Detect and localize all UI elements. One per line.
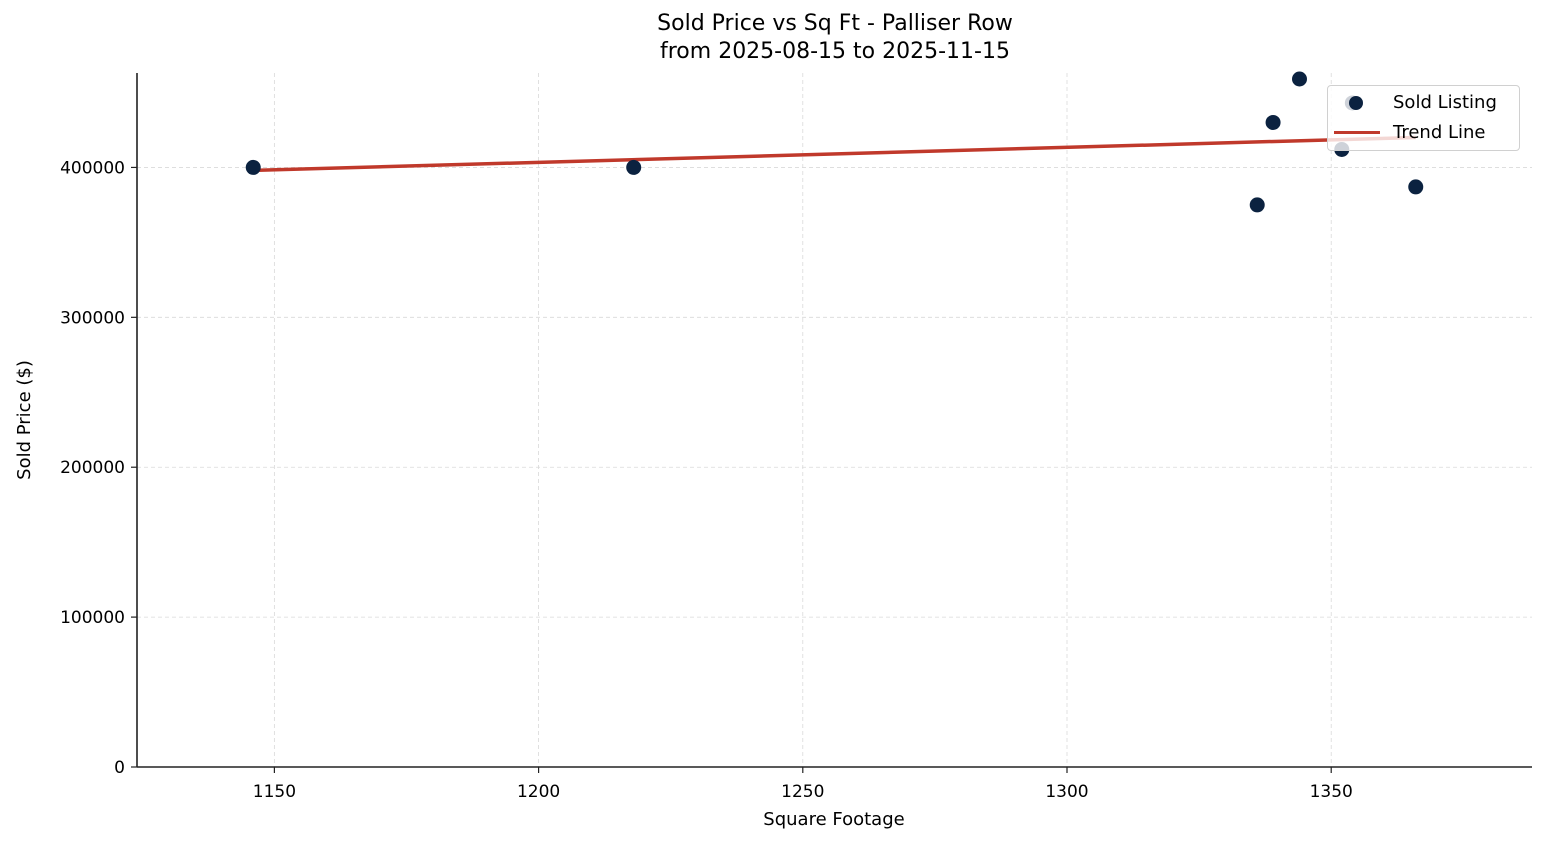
data-point [245, 159, 261, 175]
legend-label: Sold Listing [1393, 92, 1497, 113]
data-point [1408, 179, 1424, 195]
x-tick-label: 1250 [781, 782, 824, 802]
legend: Sold Listing Trend Line [1327, 85, 1520, 151]
x-axis-ticks: 1150 1200 1250 1300 1350 [253, 767, 1353, 802]
y-tick-label: 200000 [60, 458, 125, 478]
circle-marker-icon [1349, 96, 1363, 110]
data-point [1292, 71, 1307, 87]
data-point [1249, 197, 1265, 213]
line-marker-icon [1334, 131, 1380, 134]
axes [136, 73, 1532, 768]
legend-item-sold-listing: Sold Listing [1328, 89, 1519, 117]
legend-item-trend-line: Trend Line [1328, 119, 1519, 147]
x-tick-label: 1300 [1045, 782, 1088, 802]
chart-title-line2: from 2025-08-15 to 2025-11-15 [660, 39, 1010, 64]
trend-line [253, 135, 1416, 173]
data-point [626, 159, 642, 175]
chart-title-line1: Sold Price vs Sq Ft - Palliser Row [657, 11, 1013, 36]
x-tick-label: 1350 [1310, 782, 1353, 802]
chart-title: Sold Price vs Sq Ft - Palliser Row from … [0, 10, 1547, 66]
x-tick-label: 1150 [253, 782, 296, 802]
y-tick-label: 400000 [60, 158, 125, 178]
data-point [1265, 114, 1281, 130]
y-tick-label: 300000 [60, 308, 125, 328]
grid-lines [137, 73, 1532, 767]
y-tick-label: 0 [114, 758, 125, 778]
x-tick-label: 1200 [517, 782, 560, 802]
legend-label: Trend Line [1393, 122, 1486, 143]
y-tick-label: 100000 [60, 608, 125, 628]
x-axis-label: Square Footage [763, 809, 904, 830]
y-axis-ticks: 0 100000 200000 300000 400000 [60, 158, 137, 778]
y-axis-label: Sold Price ($) [14, 360, 35, 480]
